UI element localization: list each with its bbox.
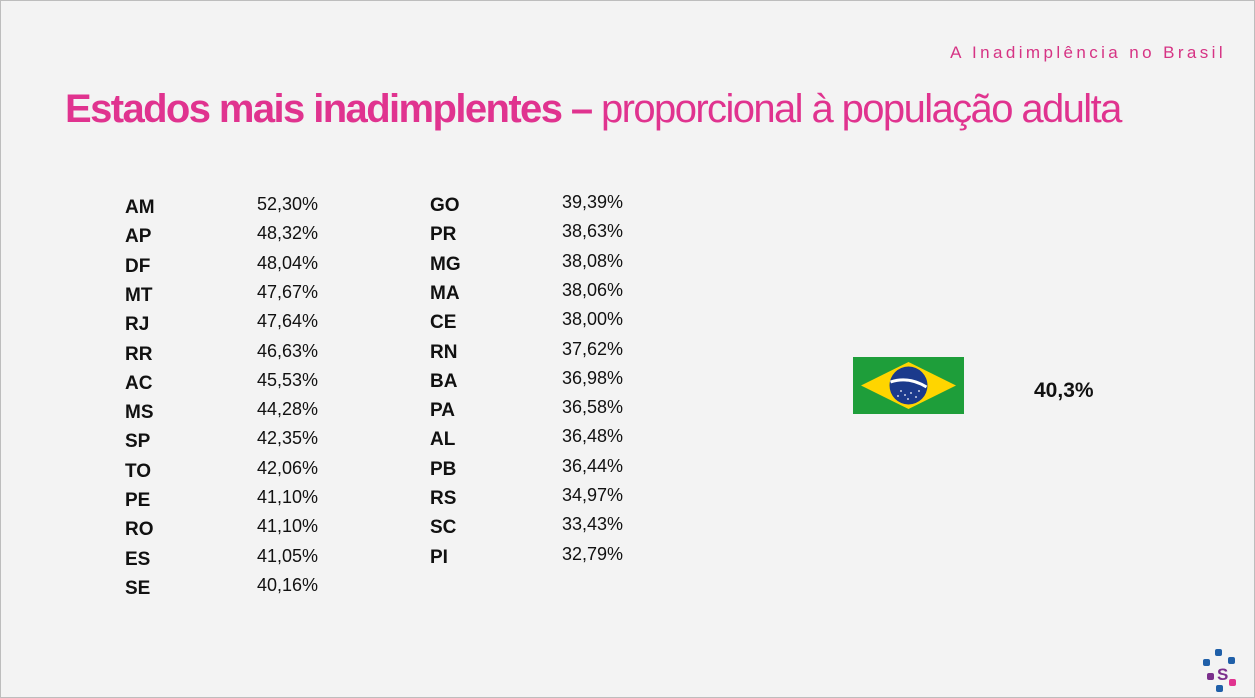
state-percentage: 38,08% bbox=[562, 250, 624, 271]
state-code: SC bbox=[430, 517, 457, 539]
state-percentage: 34,97% bbox=[562, 485, 624, 505]
state-code: RJ bbox=[125, 314, 150, 336]
state-code: MA bbox=[430, 282, 460, 304]
brazil-flag-icon bbox=[853, 357, 964, 414]
svg-text:S: S bbox=[1217, 665, 1228, 684]
state-code: MS bbox=[125, 402, 154, 424]
state-percentage: 46,63% bbox=[257, 340, 319, 361]
state-code: MT bbox=[125, 284, 153, 306]
title-light: proporcional à população adulta bbox=[591, 87, 1122, 131]
state-code: GO bbox=[430, 195, 460, 216]
state-percentage: 37,62% bbox=[562, 338, 624, 359]
state-code: AP bbox=[125, 226, 152, 248]
state-percentage: 33,43% bbox=[562, 514, 624, 535]
state-percentage: 36,58% bbox=[562, 397, 624, 418]
state-code: RR bbox=[125, 343, 153, 365]
national-average-value: 40,3% bbox=[1034, 379, 1094, 402]
state-percentage: 38,63% bbox=[562, 221, 624, 242]
state-percentage: 45,53% bbox=[257, 369, 319, 390]
state-percentage: 41,10% bbox=[257, 516, 319, 537]
state-percentage: 36,48% bbox=[562, 426, 624, 447]
state-code: AM bbox=[125, 197, 155, 218]
state-percentage: 32,79% bbox=[562, 543, 624, 564]
state-code: AL bbox=[430, 429, 456, 451]
state-code: CE bbox=[430, 312, 457, 334]
title-bold: Estados mais inadimplentes – bbox=[65, 87, 593, 131]
state-percentage: 47,67% bbox=[257, 281, 319, 302]
state-percentage: 38,00% bbox=[562, 309, 624, 330]
state-percentage: 41,10% bbox=[257, 487, 319, 507]
state-percentage: 39,39% bbox=[562, 192, 624, 212]
state-percentage: 36,98% bbox=[562, 367, 624, 388]
state-percentage: 42,35% bbox=[257, 428, 319, 449]
state-percentage: 52,30% bbox=[257, 194, 319, 214]
state-code: PB bbox=[430, 458, 457, 480]
state-code: SP bbox=[125, 431, 151, 453]
state-code: BA bbox=[430, 370, 458, 392]
state-code: PE bbox=[125, 490, 151, 511]
state-percentage: 48,32% bbox=[257, 223, 319, 244]
state-code: SE bbox=[125, 577, 151, 599]
state-percentage: 41,05% bbox=[257, 545, 319, 566]
state-percentage: 42,06% bbox=[257, 457, 319, 478]
state-code: PA bbox=[430, 400, 455, 422]
state-percentage: 36,44% bbox=[562, 455, 624, 476]
page-title: Estados mais inadimplentes – proporciona… bbox=[65, 83, 1122, 135]
s-logo-icon: S bbox=[1203, 649, 1236, 692]
state-percentage: 48,04% bbox=[257, 252, 319, 273]
state-percentage: 40,16% bbox=[257, 574, 319, 595]
state-code: TO bbox=[125, 460, 152, 482]
state-code: PI bbox=[430, 546, 448, 568]
state-code: RO bbox=[125, 519, 154, 541]
section-kicker: A Inadimplência no Brasil bbox=[950, 43, 1226, 62]
state-code: RN bbox=[430, 341, 458, 363]
state-code: PR bbox=[430, 224, 457, 246]
state-percentage: 47,64% bbox=[257, 311, 319, 332]
state-code: ES bbox=[125, 548, 151, 570]
state-percentage: 38,06% bbox=[562, 279, 624, 300]
state-code: DF bbox=[125, 255, 151, 277]
state-code: RS bbox=[430, 488, 457, 509]
state-code: MG bbox=[430, 253, 461, 275]
state-percentage: 44,28% bbox=[257, 399, 319, 420]
state-code: AC bbox=[125, 372, 153, 394]
